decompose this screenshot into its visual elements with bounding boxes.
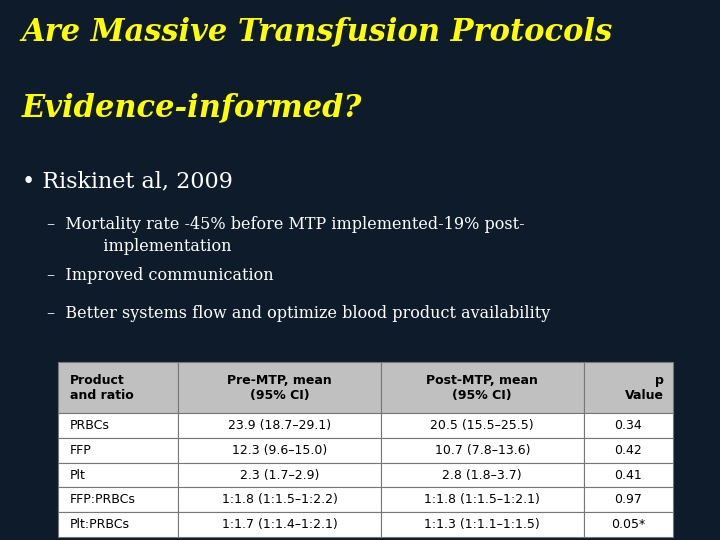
Text: –  Improved communication: – Improved communication (47, 267, 274, 284)
Text: –  Better systems flow and optimize blood product availability: – Better systems flow and optimize blood… (47, 305, 550, 322)
Text: Evidence-informed?: Evidence-informed? (22, 92, 362, 123)
Text: Are Massive Transfusion Protocols: Are Massive Transfusion Protocols (22, 16, 613, 47)
Text: –  Mortality rate -45% before MTP implemented-19% post-
           implementatio: – Mortality rate -45% before MTP impleme… (47, 216, 524, 255)
Text: • Riskinet al, 2009: • Riskinet al, 2009 (22, 170, 233, 192)
